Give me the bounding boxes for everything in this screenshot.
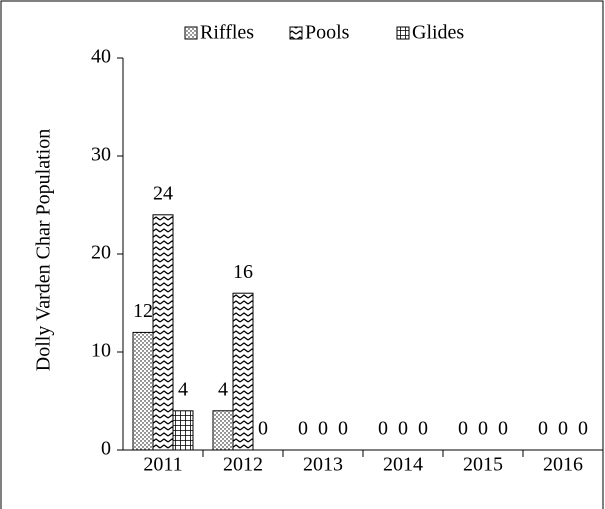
- data-label: 0: [458, 418, 468, 440]
- data-label: 4: [218, 378, 228, 400]
- x-tick-label: 2011: [143, 454, 182, 476]
- data-label: 4: [178, 378, 188, 400]
- data-label: 0: [338, 418, 348, 440]
- data-label: 0: [578, 418, 588, 440]
- legend-label: Pools: [305, 22, 350, 44]
- legend-swatch: [396, 26, 410, 40]
- data-label: 0: [298, 418, 308, 440]
- legend-swatch: [289, 26, 303, 40]
- data-label: 0: [538, 418, 548, 440]
- y-tick-label: 20: [91, 242, 111, 264]
- data-label: 0: [378, 418, 388, 440]
- bar: [232, 292, 254, 451]
- bar: [152, 214, 174, 451]
- legend-label: Glides: [412, 22, 464, 44]
- y-tick-label: 40: [91, 46, 111, 68]
- y-tick-label: 10: [91, 340, 111, 362]
- data-label: 24: [153, 182, 173, 204]
- data-label: 12: [133, 300, 153, 322]
- data-label: 0: [258, 418, 268, 440]
- data-label: 0: [498, 418, 508, 440]
- data-label: 16: [233, 261, 253, 283]
- x-tick-label: 2015: [463, 454, 503, 476]
- y-tick-label: 0: [101, 438, 111, 460]
- bar: [212, 410, 234, 451]
- data-label: 0: [558, 418, 568, 440]
- data-label: 0: [478, 418, 488, 440]
- y-tick-label: 30: [91, 144, 111, 166]
- legend-label: Riffles: [200, 22, 254, 44]
- x-tick-label: 2016: [543, 454, 583, 476]
- data-label: 0: [318, 418, 328, 440]
- data-label: 0: [398, 418, 408, 440]
- data-label: 0: [418, 418, 428, 440]
- x-tick-label: 2014: [383, 454, 423, 476]
- legend-swatch: [184, 26, 198, 40]
- x-tick-label: 2013: [303, 454, 343, 476]
- bar: [132, 331, 154, 451]
- y-axis-label: Dolly Varden Char Population: [33, 129, 55, 371]
- bar: [172, 410, 194, 451]
- x-tick-label: 2012: [223, 454, 263, 476]
